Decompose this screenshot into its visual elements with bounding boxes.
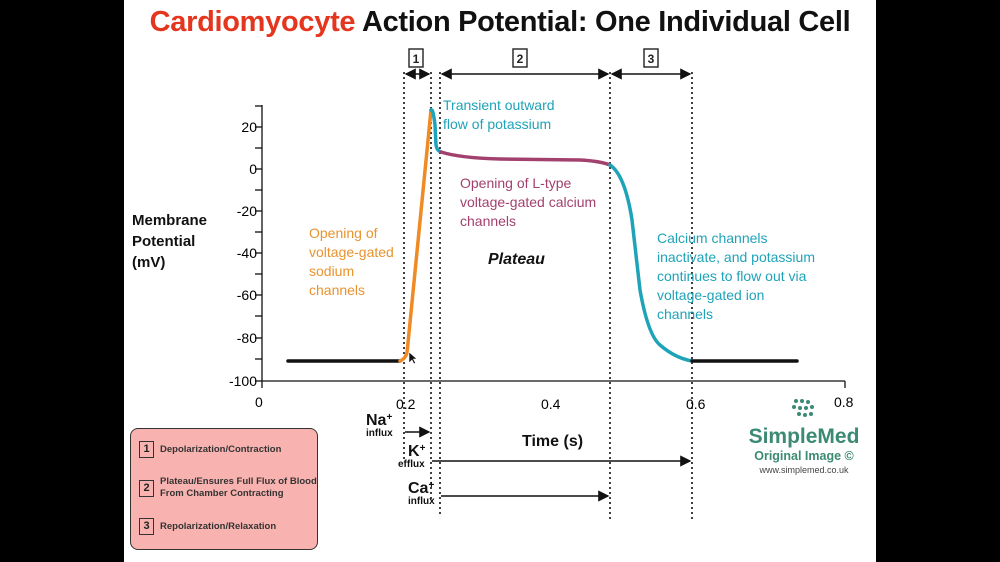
x-tick-0.4: 0.4 <box>541 396 561 412</box>
annotation-l-type-calcium: Opening of L-type voltage-gated calcium ch… <box>460 175 597 229</box>
y-tick-neg100: -100 <box>228 373 257 389</box>
y-tick-20: 20 <box>241 119 257 135</box>
x-tick-0.6: 0.6 <box>686 396 706 412</box>
legend-item-1: 1 Depolarization/Contraction <box>139 441 281 458</box>
phase-boundary-lines <box>403 72 693 520</box>
y-axis <box>255 105 263 382</box>
ion-na-influx: Na+ influx <box>366 412 393 439</box>
phase-legend: 1 Depolarization/Contraction 2 Plateau/E… <box>130 428 318 550</box>
y-tick-neg80: -80 <box>236 330 257 346</box>
x-axis-label: Time (s) <box>522 433 584 450</box>
ion-ca-influx: Ca+ influx <box>408 480 435 507</box>
action-potential-chart: 1 2 3 <box>255 48 846 520</box>
annotation-sodium-channels: Opening of voltage-gated sodium channels <box>309 225 394 298</box>
legend-item-3: 3 Repolarization/Relaxation <box>139 518 276 535</box>
title-accent: Cardiomyocyte <box>149 6 356 38</box>
x-axis <box>261 380 846 388</box>
plateau-label: Plateau <box>488 251 545 268</box>
plateau-segment <box>439 150 612 167</box>
action-potential-curve <box>286 108 799 363</box>
x-tick-0: 0 <box>255 394 263 410</box>
phase-box-3: 3 <box>648 52 655 66</box>
y-axis-label: Membrane Potential (mV) <box>132 212 208 271</box>
y-tick-neg60: -60 <box>236 287 257 303</box>
repolarization-segment <box>608 163 694 363</box>
phase-box-2: 2 <box>517 52 524 66</box>
legend-item-2: 2 Plateau/Ensures Full Flux of Blood From… <box>139 476 317 500</box>
y-tick-neg40: -40 <box>236 245 257 261</box>
x-tick-0.8: 0.8 <box>834 394 854 410</box>
y-tick-neg20: -20 <box>236 203 257 219</box>
transient-k-segment <box>429 108 443 154</box>
phase-boxes <box>408 48 659 68</box>
depolarization-segment <box>398 108 433 363</box>
mouse-cursor-icon <box>408 351 418 365</box>
y-tick-0: 0 <box>249 161 257 177</box>
ion-k-efflux: K+ efflux <box>398 443 426 470</box>
simplemed-logo-icon <box>792 399 814 417</box>
page-title: Cardiomyocyte Action Potential: One Indi… <box>124 6 876 39</box>
phase-box-1: 1 <box>413 52 420 66</box>
title-rest: Action Potential: One Individual Cell <box>355 6 851 38</box>
x-tick-0.2: 0.2 <box>396 396 416 412</box>
simplemed-watermark: SimpleMed Original Image © www.simplemed… <box>739 398 869 475</box>
annotation-transient-k: Transient outward flow of potassium <box>443 97 555 132</box>
annotation-repolarization: Calcium channels inactivate, and potassiu… <box>657 230 815 322</box>
diagram-canvas: Cardiomyocyte Action Potential: One Indi… <box>124 0 876 562</box>
ion-flow-arrows <box>405 426 692 502</box>
